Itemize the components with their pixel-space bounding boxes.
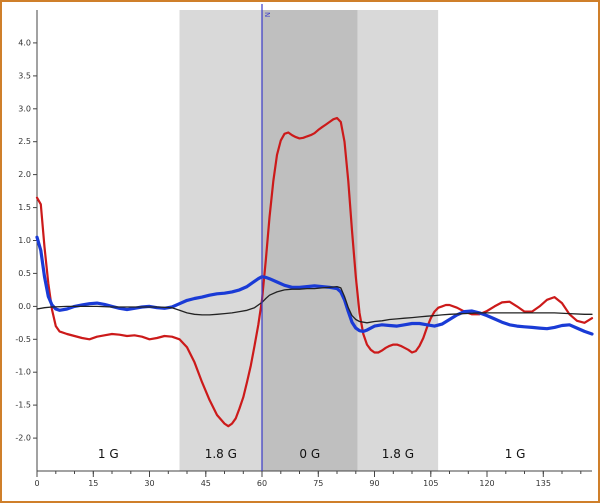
y-tick-label: 2.0 xyxy=(18,170,31,179)
x-tick-label: 30 xyxy=(144,479,154,488)
x-tick-label: 120 xyxy=(479,479,494,488)
phase-band-0 xyxy=(37,10,180,471)
phase-label-4: 1 G xyxy=(505,447,526,461)
series-blue-line xyxy=(35,235,594,336)
y-tick-label: 0.5 xyxy=(18,269,31,278)
x-tick-label: 105 xyxy=(423,479,438,488)
x-tick-label: 45 xyxy=(201,479,211,488)
phase-band-2 xyxy=(262,10,358,471)
y-tick-label: -0.5 xyxy=(15,335,31,344)
y-tick-label: -1.5 xyxy=(15,401,31,410)
x-tick-label: 75 xyxy=(313,479,323,488)
y-tick-label: 1.5 xyxy=(18,203,31,212)
series-black-line xyxy=(36,285,593,324)
y-tick-label: 0.0 xyxy=(18,302,31,311)
y-tick-label: -2.0 xyxy=(15,434,31,443)
phase-label-2: 0 G xyxy=(299,447,320,461)
x-tick-label: 135 xyxy=(536,479,551,488)
y-tick-label: -1.0 xyxy=(15,368,31,377)
x-tick-label: 90 xyxy=(369,479,379,488)
x-tick-label: 60 xyxy=(257,479,267,488)
phase-band-3 xyxy=(357,10,439,471)
y-tick-label: 3.5 xyxy=(18,71,31,80)
phase-label-0: 1 G xyxy=(98,447,119,461)
phase-label-3: 1.8 G xyxy=(382,447,414,461)
y-tick-label: 4.0 xyxy=(18,38,31,47)
phase-band-4 xyxy=(438,10,593,471)
x-tick-label: 0 xyxy=(34,479,39,488)
y-tick-label: 1.0 xyxy=(18,236,31,245)
series-red-line xyxy=(35,116,594,428)
time-cursor-label: N xyxy=(263,12,271,17)
x-tick-label: 15 xyxy=(88,479,98,488)
y-tick-label: 2.5 xyxy=(18,137,31,146)
phase-label-1: 1.8 G xyxy=(205,447,237,461)
phase-band-1 xyxy=(179,10,262,471)
y-tick-label: 3.0 xyxy=(18,104,31,113)
